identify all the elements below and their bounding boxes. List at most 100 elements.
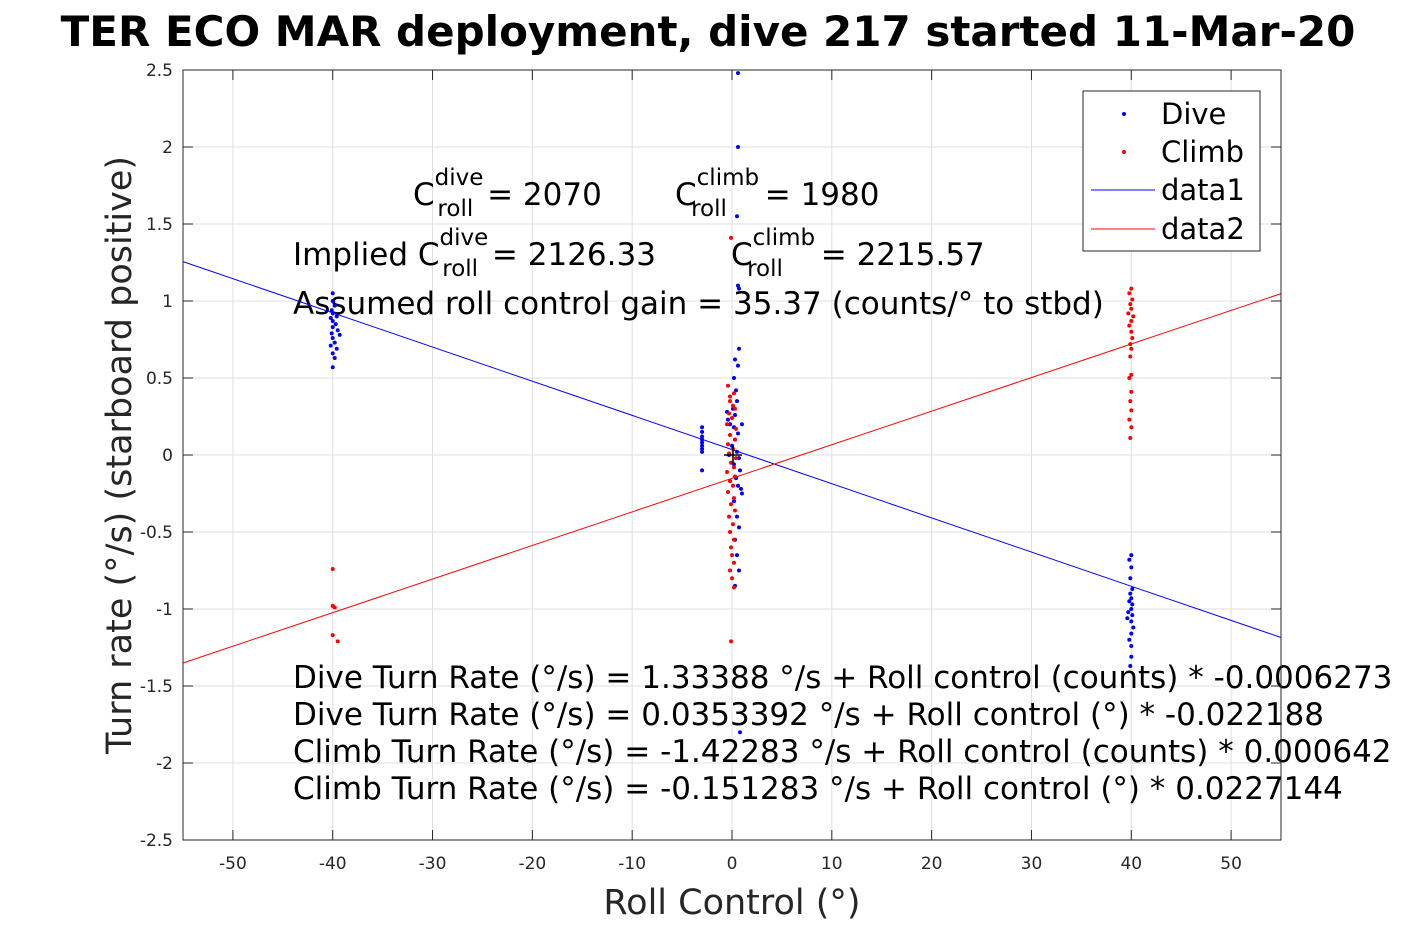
legend-label-data1: data1	[1161, 173, 1245, 207]
y-tick-label: 0.5	[146, 369, 173, 389]
y-axis-label: Turn rate (°/s) (starboard positive)	[100, 156, 140, 755]
dive-data-point	[731, 499, 736, 504]
dive-data-point	[734, 399, 739, 404]
dive-data-point	[333, 322, 338, 327]
dive-data-point	[736, 525, 741, 530]
implied-climb-annotation: Cclimb roll = 2215.57	[731, 225, 985, 282]
climb-data-point	[731, 560, 736, 565]
dive-data-point	[328, 343, 333, 348]
climb-data-point	[726, 442, 731, 447]
chart-title: TER ECO MAR deployment, dive 217 started…	[61, 7, 1356, 56]
climb-data-point	[332, 605, 337, 610]
climb-data-point	[728, 479, 733, 484]
dive-data-point	[1129, 654, 1134, 659]
y-tick-label: 2	[162, 138, 173, 158]
dive-data-point	[700, 434, 705, 439]
climb-data-point	[1129, 286, 1134, 291]
dive-data-point	[1130, 586, 1135, 591]
dive-data-point	[736, 286, 741, 291]
dive-data-point	[1129, 619, 1134, 624]
dive-data-point	[700, 446, 705, 451]
equation-annotations: Dive Turn Rate (°/s) = 1.33388 °/s + Rol…	[293, 660, 1392, 807]
dive-data-point	[736, 346, 741, 351]
dive-data-point	[330, 335, 335, 340]
climb-data-point	[1128, 399, 1133, 404]
climb-data-point	[1129, 389, 1134, 394]
y-tick-label: 1.5	[146, 215, 173, 235]
equation-climb-counts: Climb Turn Rate (°/s) = -1.42283 °/s + R…	[293, 734, 1392, 770]
dive-data-point	[330, 299, 335, 303]
annotations: Cdive roll = 2070 Cclimb roll = 1980 Impli…	[293, 165, 1104, 322]
dive-data-point	[700, 443, 705, 448]
x-tick-label: 30	[1021, 854, 1043, 874]
dive-data-point	[737, 468, 742, 473]
legend: Dive Climb data1 data2	[1082, 90, 1261, 252]
dive-data-point	[328, 315, 333, 320]
dive-data-point	[1131, 625, 1136, 630]
climb-data-point	[729, 460, 734, 465]
gain-annotation: Assumed roll control gain = 35.37 (count…	[293, 286, 1104, 322]
dive-data-point	[735, 283, 740, 288]
climb-data-point	[1127, 417, 1132, 422]
equation-dive-degrees: Dive Turn Rate (°/s) = 0.0353392 °/s + R…	[293, 697, 1324, 733]
legend-label-data2: data2	[1161, 212, 1245, 246]
y-tick-label: -1.5	[140, 677, 173, 697]
y-tick-label: -2	[156, 754, 173, 774]
climb-data-point	[729, 639, 734, 644]
dive-data-point	[330, 311, 335, 316]
climb-data-point	[730, 416, 734, 421]
implied-dive-annotation: Implied Cdive roll = 2126.33	[293, 225, 656, 282]
dive-data-point	[329, 331, 334, 336]
dive-data-point	[728, 422, 733, 427]
climb-data-point	[730, 553, 734, 558]
climb-data-point	[732, 474, 737, 479]
climb-data-point	[732, 437, 737, 442]
climb-data-point	[730, 576, 734, 581]
climb-data-point	[730, 483, 735, 488]
dive-data-point	[738, 486, 743, 491]
dive-data-point	[1126, 610, 1131, 615]
climb-data-point	[1127, 376, 1132, 380]
dive-data-point	[332, 303, 337, 308]
dive-data-point	[1130, 613, 1135, 618]
dive-data-point	[731, 376, 736, 380]
y-tick-label: -2.5	[140, 831, 173, 851]
dive-data-point	[1127, 637, 1132, 642]
dive-data-point	[734, 553, 739, 558]
x-axis-label: Roll Control (°)	[603, 883, 860, 923]
climb-data-point	[725, 469, 730, 474]
dive-data-point	[700, 468, 705, 473]
x-tick-label: 40	[1120, 854, 1142, 874]
climb-data-point	[330, 566, 335, 571]
y-tick-label: -1	[156, 600, 173, 620]
dive-data-point	[1129, 596, 1134, 601]
x-tick-label: -30	[419, 854, 447, 874]
climb-data-point	[1130, 297, 1135, 302]
dive-data-point	[329, 308, 334, 313]
equation-dive-counts: Dive Turn Rate (°/s) = 1.33388 °/s + Rol…	[293, 660, 1392, 696]
dive-data-point	[732, 357, 737, 362]
climb-data-point	[728, 568, 733, 573]
climb-data-point	[727, 514, 732, 519]
legend-marker-dive	[1122, 112, 1126, 116]
climb-data-point	[731, 465, 736, 470]
climb-data-point	[732, 406, 737, 411]
climb-data-point	[733, 456, 738, 461]
dive-data-point	[736, 456, 741, 461]
dive-data-point	[700, 440, 705, 445]
dive-data-point	[700, 429, 705, 434]
dive-data-point	[735, 431, 740, 436]
climb-data-point	[1129, 329, 1134, 334]
dive-data-point	[700, 437, 705, 442]
axis-ticks: -50 -40 -30 -20 -10 0 10 20 30 40 50-2.5-2-1.5-1-0…	[140, 61, 1281, 874]
climb-data-point	[731, 391, 736, 396]
dive-data-point	[734, 214, 739, 219]
climb-data-point	[729, 235, 734, 240]
dive-data-point	[1129, 631, 1134, 636]
climb-data-point	[726, 383, 731, 388]
dive-data-point	[1128, 591, 1133, 596]
fit-line-data2	[182, 293, 1282, 664]
c-roll-climb-annotation: Cclimb roll = 1980	[675, 165, 879, 222]
x-tick-label: -50	[219, 854, 247, 874]
x-tick-label: 50	[1220, 854, 1242, 874]
